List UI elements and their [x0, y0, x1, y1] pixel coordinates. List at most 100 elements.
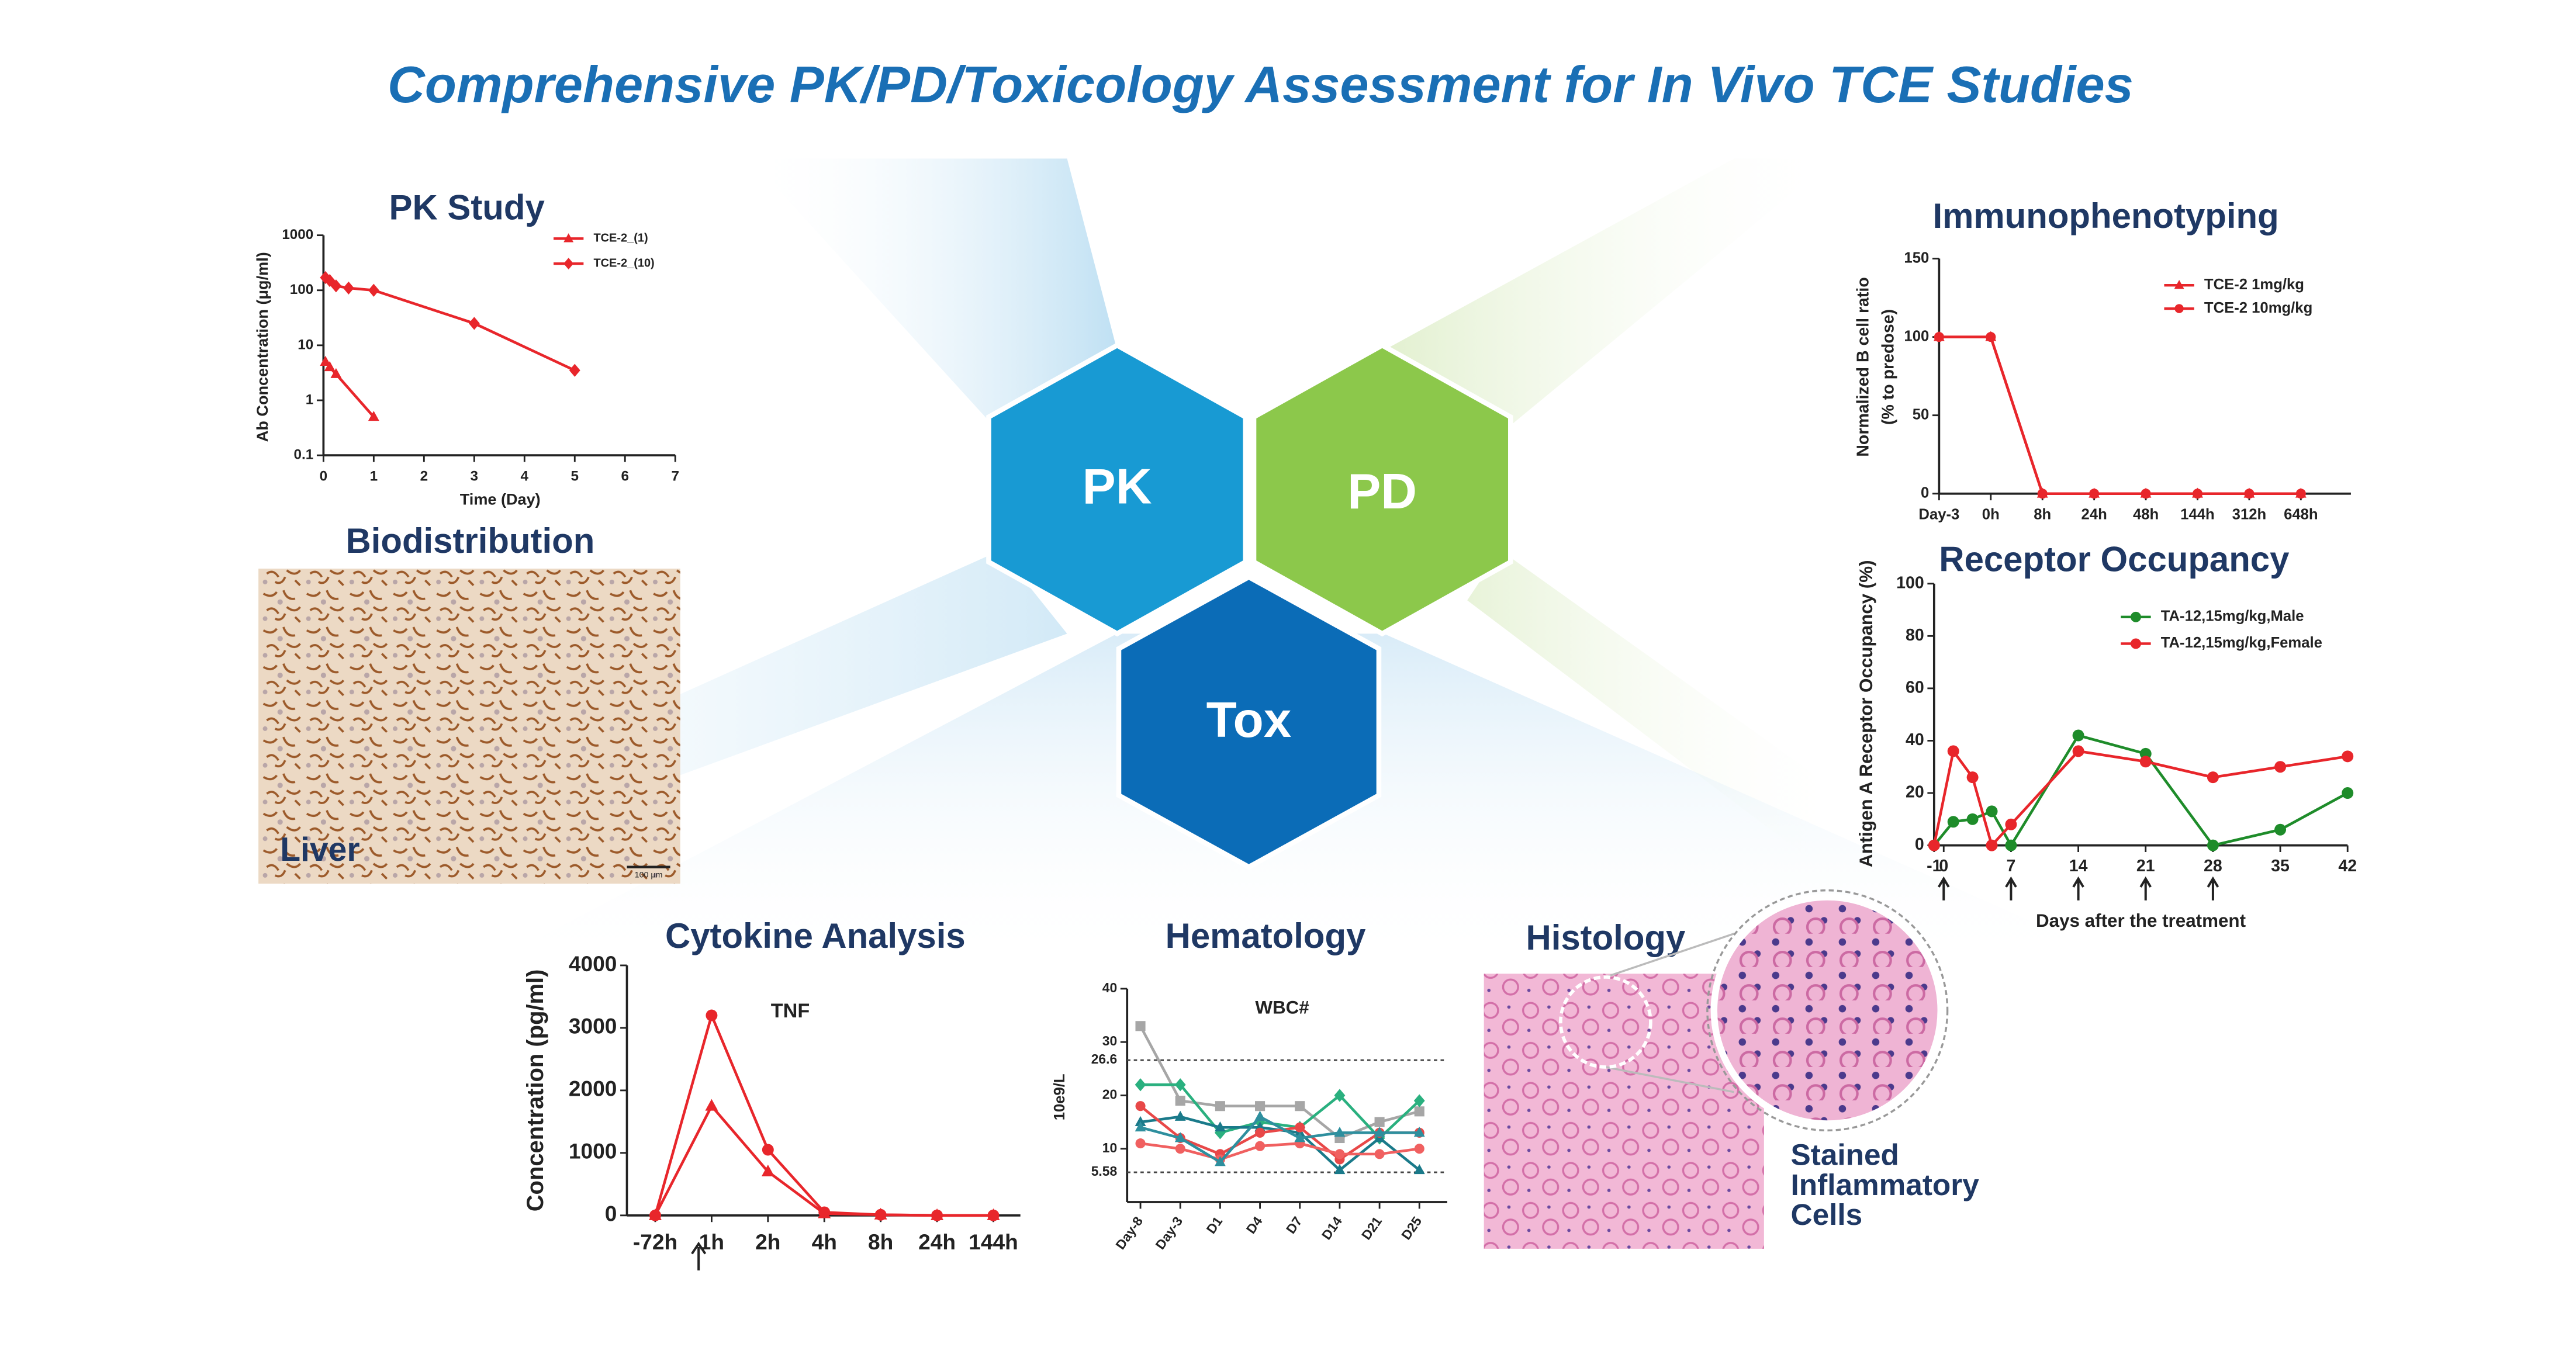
- marker: [2207, 771, 2219, 784]
- x-tick-label: Day-3: [1152, 1214, 1185, 1252]
- series-line: [1140, 1142, 1420, 1161]
- x-tick-label: 2h: [755, 1230, 780, 1254]
- x-tick-label: D14: [1319, 1214, 1345, 1242]
- x-tick-label: -1: [1927, 857, 1941, 875]
- marker: [2274, 761, 2287, 773]
- marker: [2295, 489, 2306, 499]
- marker: [320, 355, 331, 366]
- x-tick-label: 3: [471, 469, 478, 484]
- main-title: Comprehensive PK/PD/Toxicology Assessmen…: [388, 56, 2134, 113]
- chart: Immunophenotyping 0 50 100 150 Day-3 0h 8h 24h 48…: [1854, 196, 2351, 523]
- marker: [1254, 1110, 1265, 1121]
- histology-panel: Histology Stained Inflammatory Cells: [1484, 889, 1980, 1249]
- marker: [1174, 1078, 1186, 1092]
- dose-arrow: [2139, 876, 2152, 901]
- series-line: [1939, 335, 2301, 496]
- x-tick-label: 312h: [2232, 507, 2266, 523]
- marker: [705, 1099, 718, 1111]
- x-tick-label: 648h: [2284, 507, 2318, 523]
- marker: [1174, 1132, 1186, 1142]
- marker: [2192, 489, 2203, 499]
- x-tick-label: 4h: [812, 1230, 837, 1254]
- y-tick-label: 50: [1913, 406, 1930, 423]
- chart: PK Study 0.1 1 10 100 1000 0 1 2 3 4 5 6 7 Time (Day) A…: [253, 188, 679, 508]
- x-tick-label: 144h: [2180, 507, 2214, 523]
- y-tick-label: 1: [306, 392, 313, 407]
- zoom-source: [1559, 975, 1652, 1069]
- marker: [1947, 816, 1959, 828]
- marker: [1174, 1110, 1186, 1121]
- y-tick-label: 0: [1915, 835, 1924, 854]
- marker: [2072, 745, 2084, 757]
- image-label: Inflammatory: [1791, 1168, 1980, 1201]
- x-tick-label: 48h: [2133, 507, 2159, 523]
- zoom-connector: [1605, 933, 1735, 978]
- y-tick-label: 40: [1102, 980, 1117, 995]
- marker: [1334, 1149, 1345, 1159]
- panel-title: Histology: [1526, 918, 1685, 957]
- marker: [2244, 489, 2255, 499]
- series-line: [1932, 747, 2348, 849]
- y-tick-label: 80: [1906, 626, 1924, 645]
- marker: [1413, 1163, 1425, 1175]
- x-tick-label: 5: [571, 469, 579, 484]
- legend-label: TA-12,15mg/kg,Female: [2161, 635, 2322, 651]
- marker: [931, 1208, 944, 1220]
- marker: [818, 1206, 831, 1218]
- y-tick-label: 0: [605, 1201, 617, 1226]
- x-tick-label: Day-3: [1918, 507, 1959, 523]
- x-tick-label: D4: [1243, 1214, 1265, 1237]
- marker: [762, 1144, 774, 1156]
- x-tick-label: 35: [2271, 857, 2290, 875]
- x-tick-label: D25: [1398, 1214, 1424, 1242]
- marker: [1214, 1121, 1226, 1132]
- dose-arrow: [1938, 876, 1950, 901]
- marker: [368, 411, 379, 421]
- chart-title: Immunophenotyping: [1933, 196, 2279, 236]
- marker: [1175, 1144, 1185, 1154]
- marker: [563, 233, 574, 243]
- marker: [2342, 787, 2354, 799]
- marker: [1966, 813, 1979, 825]
- x-tick-label: 6: [621, 469, 629, 484]
- x-tick-label: 8h: [2034, 507, 2051, 523]
- y-tick-label: 10: [298, 337, 313, 352]
- hexagons: PK PD Tox: [986, 342, 1513, 870]
- marker: [1135, 1121, 1146, 1132]
- marker: [563, 258, 574, 270]
- marker: [1255, 1101, 1265, 1111]
- series-line: [653, 1103, 994, 1217]
- marker: [1374, 1127, 1385, 1137]
- marker: [1135, 1116, 1146, 1126]
- marker: [1255, 1127, 1265, 1138]
- marker: [2072, 729, 2084, 742]
- marker: [1334, 1127, 1346, 1137]
- marker: [987, 1208, 1000, 1220]
- marker: [2130, 611, 2141, 622]
- x-tick-label: 0: [1939, 857, 1948, 875]
- y-axis-label: Normalized B cell ratio: [1854, 277, 1873, 456]
- marker: [330, 368, 342, 378]
- y-tick-label: 0.1: [294, 447, 314, 463]
- marker: [343, 281, 354, 295]
- marker: [368, 283, 379, 297]
- y-tick-label: 100: [290, 282, 313, 297]
- marker: [2274, 823, 2287, 836]
- image-label: Stained: [1791, 1138, 1899, 1172]
- marker: [2174, 304, 2184, 313]
- chart-title: Hematology: [1166, 916, 1366, 955]
- x-axis-label: Days after the treatment: [2036, 910, 2246, 931]
- legend-label: TA-12,15mg/kg,Male: [2161, 608, 2304, 625]
- marker: [1135, 1021, 1146, 1031]
- marker: [1934, 332, 1944, 342]
- hexagon: [1116, 574, 1382, 870]
- zoom-ring: [1706, 889, 1949, 1132]
- marker: [1334, 1089, 1346, 1102]
- hexagon-label: PD: [1347, 464, 1417, 520]
- series-line: [1140, 1115, 1420, 1164]
- x-tick-label: 28: [2204, 857, 2222, 875]
- x-tick-label: 7: [671, 469, 679, 484]
- y-tick-label: 100: [1896, 573, 1924, 592]
